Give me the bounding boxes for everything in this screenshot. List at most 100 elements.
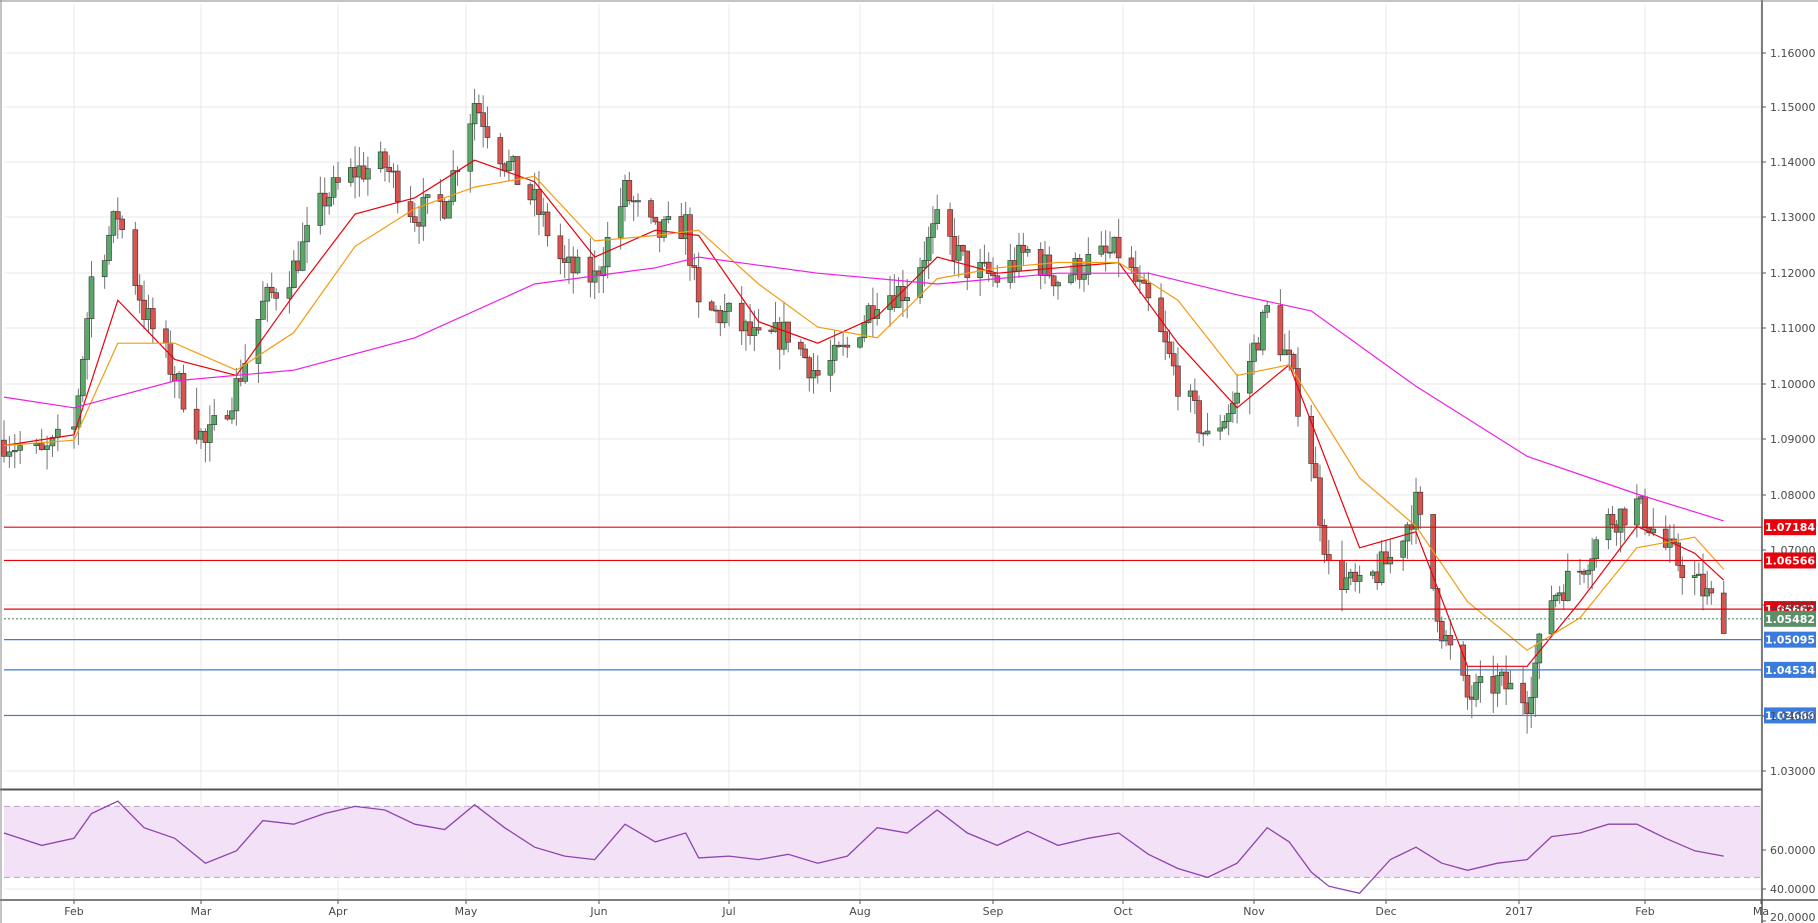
candle-body — [1650, 528, 1657, 534]
candle — [1264, 300, 1270, 319]
candle-body — [1107, 251, 1113, 254]
candle-body — [106, 234, 112, 261]
candle — [1225, 404, 1232, 436]
candle — [1609, 506, 1616, 530]
candle — [207, 405, 213, 462]
candle-body — [1158, 297, 1164, 332]
time-tick-label: Mar — [191, 905, 212, 918]
candle-body — [304, 225, 310, 243]
candle-body — [1438, 620, 1445, 642]
candle — [114, 197, 121, 239]
candle — [1564, 553, 1571, 602]
candle — [1634, 484, 1640, 538]
candle-body — [84, 318, 90, 360]
candle — [652, 216, 659, 225]
candle — [480, 95, 486, 148]
candle-body — [930, 223, 936, 238]
candle — [1691, 560, 1698, 596]
candle-body — [1593, 539, 1600, 560]
candle-body — [574, 256, 581, 274]
candle — [260, 281, 266, 320]
candle-body — [6, 451, 13, 457]
candle — [268, 272, 275, 299]
level-label-box — [1764, 661, 1816, 678]
candle-body — [1, 439, 7, 457]
level-label-box — [1764, 519, 1816, 536]
candle — [1585, 564, 1591, 589]
candle-body — [1343, 577, 1350, 591]
candle-body — [233, 378, 240, 412]
time-tick-label: Ma — [1753, 905, 1769, 918]
candle-body — [626, 180, 633, 202]
candle — [626, 171, 633, 205]
candle-body — [665, 216, 672, 220]
candle — [84, 312, 90, 380]
candle-body — [1204, 430, 1211, 435]
candle-body — [695, 267, 702, 303]
candle-body — [925, 237, 932, 261]
candle-body — [798, 341, 804, 350]
candle-body — [420, 197, 427, 227]
candle-body — [1295, 368, 1301, 417]
candle — [648, 198, 654, 224]
candle-body — [661, 219, 667, 238]
candle — [1720, 580, 1727, 634]
candle-body — [1308, 415, 1314, 464]
candle — [695, 252, 702, 318]
candle-body — [467, 123, 474, 172]
time-tick-label: May — [455, 905, 478, 918]
candle — [921, 241, 928, 287]
candle-body — [687, 214, 693, 266]
candle — [1170, 341, 1177, 376]
candle-body — [150, 308, 156, 330]
time-tick-label: Feb — [1635, 905, 1654, 918]
candle-body — [1312, 463, 1319, 479]
candle — [687, 207, 693, 281]
candle — [1528, 676, 1534, 729]
candle-body — [273, 292, 279, 299]
candle — [802, 344, 808, 359]
candle — [106, 226, 112, 265]
candle — [1251, 334, 1257, 375]
candle-body — [193, 408, 200, 440]
candle — [1020, 232, 1027, 266]
candle — [304, 206, 310, 264]
candle-body — [1720, 592, 1727, 634]
candle — [1196, 395, 1202, 443]
price-tick-label: 1.09000 — [1770, 433, 1816, 446]
candle — [1046, 246, 1053, 279]
candle-body — [33, 443, 40, 446]
time-tick-label: Nov — [1243, 905, 1265, 918]
candle — [136, 274, 143, 314]
candle — [484, 106, 491, 149]
candle — [1593, 536, 1600, 568]
candle-body — [330, 177, 337, 198]
candle — [1378, 540, 1385, 586]
candle — [365, 156, 371, 196]
candle-body — [1145, 282, 1152, 299]
level-label: 1.06566 — [1765, 554, 1815, 567]
candle-body — [1085, 253, 1092, 275]
candle — [1145, 272, 1152, 312]
candle — [1234, 373, 1240, 424]
candle — [291, 250, 297, 289]
price-tick-label: 1.04000 — [1770, 710, 1816, 723]
candle-body — [536, 189, 542, 215]
candle — [467, 114, 474, 193]
candle — [904, 279, 910, 319]
candle-body — [1532, 662, 1539, 698]
candle — [386, 155, 393, 183]
candle-body — [600, 266, 607, 277]
candle-body — [229, 410, 235, 420]
candle-body — [446, 200, 452, 219]
candle-body — [985, 261, 992, 274]
candle — [450, 150, 457, 206]
candle — [738, 286, 745, 346]
candle — [1162, 310, 1169, 361]
candle-body — [484, 126, 491, 138]
candle-body — [114, 211, 121, 220]
candle — [960, 244, 966, 257]
candle — [544, 203, 551, 247]
candle-body — [1494, 675, 1501, 694]
